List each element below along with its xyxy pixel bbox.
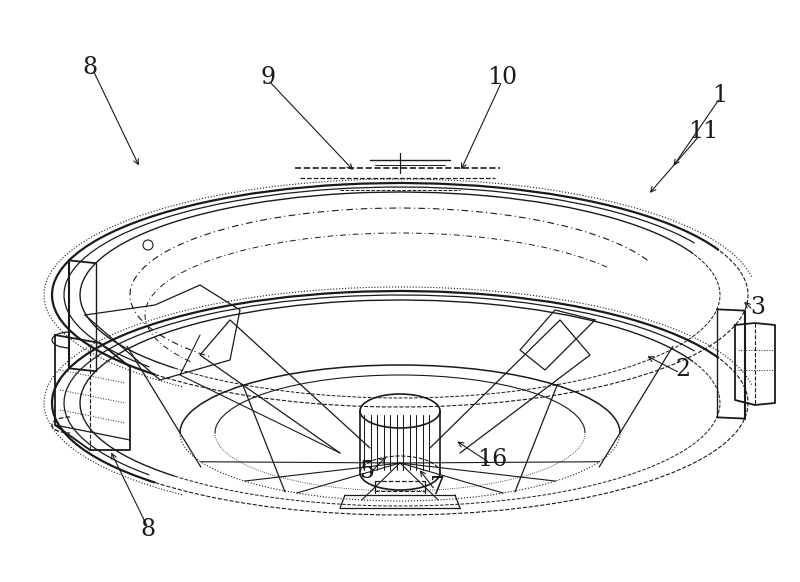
Text: 8: 8 [82, 56, 98, 80]
Text: 9: 9 [261, 66, 275, 90]
Text: 16: 16 [477, 449, 507, 471]
Text: 2: 2 [675, 359, 690, 381]
Text: 1: 1 [713, 83, 727, 107]
Text: 8: 8 [141, 519, 155, 541]
Text: 7: 7 [430, 477, 446, 499]
Text: 5: 5 [361, 460, 375, 484]
Text: 3: 3 [750, 296, 766, 320]
Text: 10: 10 [487, 66, 517, 90]
Text: 11: 11 [688, 120, 718, 144]
